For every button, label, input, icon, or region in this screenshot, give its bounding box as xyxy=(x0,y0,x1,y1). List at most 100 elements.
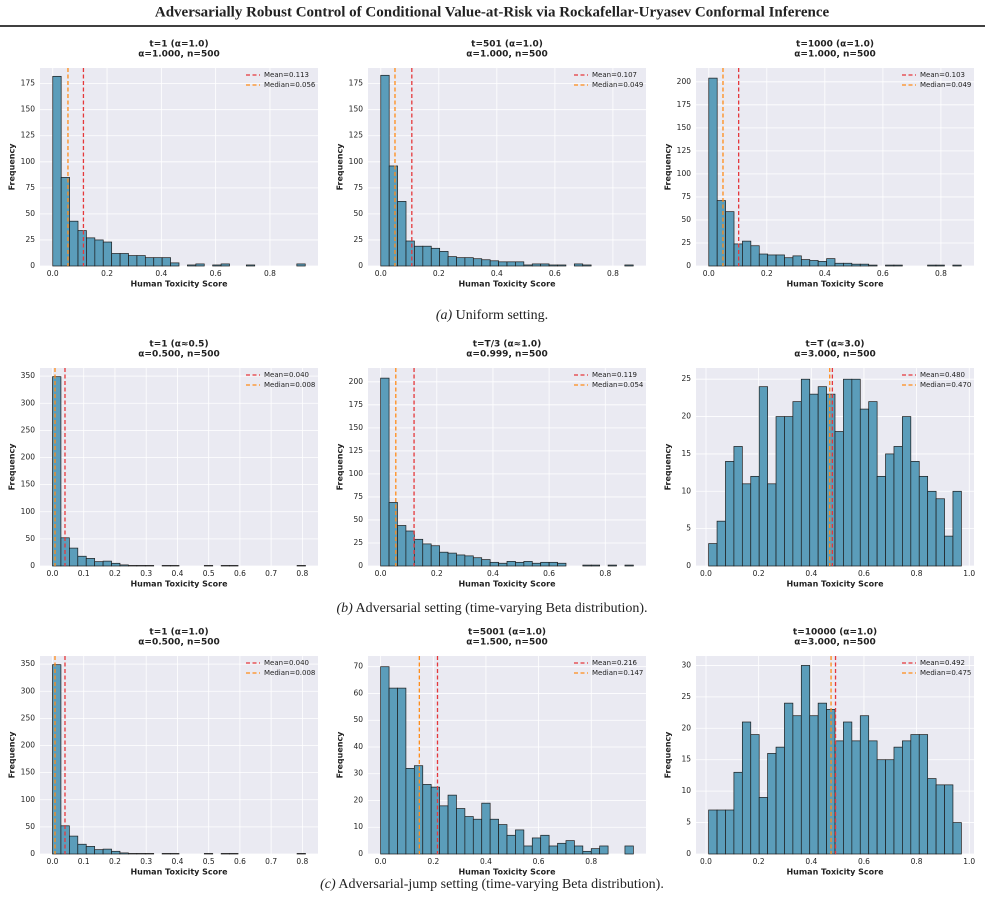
x-tick-label: 0.8 xyxy=(607,269,619,278)
x-tick-label: 0.2 xyxy=(427,857,439,866)
y-tick-label: 150 xyxy=(21,768,36,777)
y-axis-label: Frequency xyxy=(336,143,345,191)
x-tick-label: 0.5 xyxy=(203,857,215,866)
plot-background xyxy=(368,68,646,266)
bar xyxy=(388,165,398,267)
bar xyxy=(405,240,415,267)
bar xyxy=(481,259,491,267)
bar xyxy=(582,850,592,855)
caption-label: (c) xyxy=(320,877,336,892)
bar xyxy=(817,702,827,855)
y-tick-label: 25 xyxy=(353,235,363,244)
bar xyxy=(77,555,87,567)
x-tick-label: 0.6 xyxy=(533,857,545,866)
bar xyxy=(86,237,96,267)
x-tick-label: 0.8 xyxy=(911,569,923,578)
bar xyxy=(430,247,441,267)
y-tick-label: 50 xyxy=(353,715,363,724)
chart-subtitle: α=3.000, n=500 xyxy=(794,638,875,648)
bar xyxy=(741,721,752,855)
bar xyxy=(413,538,424,567)
x-tick-label: 0.6 xyxy=(858,569,870,578)
chart-title: t=T (α≈3.0) xyxy=(805,340,864,350)
bar xyxy=(758,797,768,855)
bar xyxy=(430,786,440,855)
bar xyxy=(893,746,903,855)
bar xyxy=(557,562,567,567)
bar xyxy=(868,740,878,855)
y-tick-label: 125 xyxy=(349,131,364,140)
bar xyxy=(380,377,390,567)
bar xyxy=(775,416,785,567)
bar xyxy=(784,416,794,567)
x-tick-label: 1.0 xyxy=(963,857,975,866)
caption: (c) Adversarial-jump setting (time-varyi… xyxy=(320,877,664,892)
caption-text: Uniform setting. xyxy=(452,308,548,323)
bar xyxy=(136,255,146,267)
x-tick-label: 0.6 xyxy=(877,269,889,278)
bar xyxy=(599,845,609,855)
bar xyxy=(927,490,937,567)
x-tick-label: 0.0 xyxy=(375,857,387,866)
bar xyxy=(935,264,945,267)
y-tick-label: 0 xyxy=(686,561,691,570)
bar xyxy=(52,376,62,567)
bar xyxy=(574,845,584,855)
x-tick-label: 0.0 xyxy=(375,569,387,578)
bar xyxy=(590,848,601,855)
y-tick-label: 125 xyxy=(349,446,364,455)
y-axis-label: Frequency xyxy=(664,143,673,191)
bar xyxy=(750,245,760,267)
x-tick-label: 0.2 xyxy=(753,857,765,866)
y-tick-label: 0 xyxy=(686,261,691,270)
y-tick-label: 50 xyxy=(353,209,363,218)
y-tick-label: 20 xyxy=(681,723,691,732)
bar xyxy=(447,552,457,567)
bar xyxy=(170,565,180,567)
bar xyxy=(523,845,533,855)
bar xyxy=(725,461,735,567)
y-tick-label: 25 xyxy=(681,238,691,247)
chart-subtitle: α=0.500, n=500 xyxy=(138,350,219,360)
bar xyxy=(506,834,516,855)
bar xyxy=(229,853,239,855)
bar xyxy=(893,264,903,267)
y-tick-label: 300 xyxy=(21,686,36,695)
bar xyxy=(296,263,306,267)
legend-label: Mean=0.103 xyxy=(920,71,965,79)
bar xyxy=(843,721,853,855)
bar xyxy=(800,259,811,267)
bar xyxy=(102,241,113,267)
bar xyxy=(834,740,844,855)
x-tick-label: 0.6 xyxy=(234,569,246,578)
y-tick-label: 40 xyxy=(353,742,363,751)
x-tick-label: 0.8 xyxy=(296,857,308,866)
bar xyxy=(834,431,844,567)
bar xyxy=(758,386,768,567)
bar xyxy=(102,848,112,855)
bar xyxy=(472,557,483,567)
y-tick-label: 150 xyxy=(21,105,36,114)
x-tick-label: 0.0 xyxy=(703,269,715,278)
y-tick-label: 350 xyxy=(21,659,36,668)
bar xyxy=(170,262,180,267)
bar xyxy=(481,802,491,855)
bar xyxy=(161,257,171,267)
bar xyxy=(767,254,777,267)
bar xyxy=(136,565,146,567)
chart-subtitle: α=1.000, n=500 xyxy=(138,50,219,60)
bar xyxy=(380,74,390,267)
y-tick-label: 250 xyxy=(21,713,36,722)
x-tick-label: 0.8 xyxy=(585,857,597,866)
x-tick-label: 0.6 xyxy=(858,857,870,866)
bar xyxy=(220,263,230,267)
bar xyxy=(128,853,138,855)
legend-label: Median=0.147 xyxy=(592,669,643,677)
x-tick-label: 0.1 xyxy=(78,857,90,866)
bar xyxy=(212,264,222,267)
bar xyxy=(548,264,558,267)
bar xyxy=(851,378,861,567)
x-axis-label: Human Toxicity Score xyxy=(130,868,228,877)
bar xyxy=(851,263,861,267)
bar xyxy=(927,778,937,855)
